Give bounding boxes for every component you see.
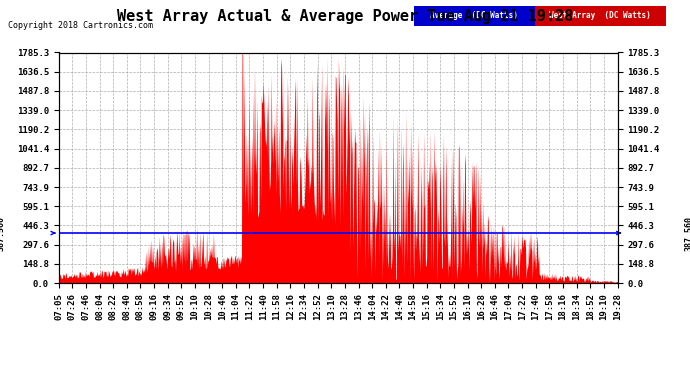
Text: Average  (DC Watts): Average (DC Watts) (431, 12, 518, 20)
Text: West Array Actual & Average Power Tue Aug 21 19:28: West Array Actual & Average Power Tue Au… (117, 9, 573, 24)
Text: Copyright 2018 Cartronics.com: Copyright 2018 Cartronics.com (8, 21, 153, 30)
Text: West Array  (DC Watts): West Array (DC Watts) (549, 12, 651, 20)
Text: 387.560: 387.560 (684, 216, 690, 250)
Text: 387.560: 387.560 (0, 216, 6, 250)
